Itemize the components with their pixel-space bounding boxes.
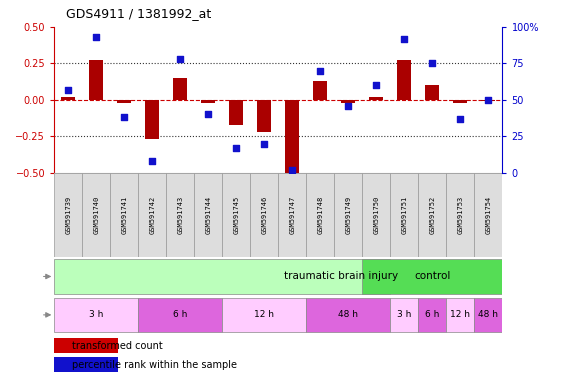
Bar <box>61 97 75 100</box>
Text: control: control <box>414 271 451 281</box>
Text: GSM591745: GSM591745 <box>234 196 239 234</box>
Bar <box>202 100 215 103</box>
Bar <box>174 78 187 100</box>
Point <box>484 97 493 103</box>
Point <box>232 145 241 151</box>
Text: GSM591739: GSM591739 <box>65 196 71 234</box>
Text: GDS4911 / 1381992_at: GDS4911 / 1381992_at <box>66 7 211 20</box>
Point <box>344 103 353 109</box>
Point <box>428 60 437 66</box>
Point <box>372 82 381 88</box>
Bar <box>194 173 222 257</box>
Text: GSM591743: GSM591743 <box>178 196 183 234</box>
Text: 6 h: 6 h <box>173 310 187 319</box>
Bar <box>258 100 271 132</box>
Bar <box>54 173 82 257</box>
Bar <box>419 298 447 332</box>
Bar <box>117 100 131 103</box>
Text: 3 h: 3 h <box>397 310 412 319</box>
Text: 12 h: 12 h <box>254 310 274 319</box>
Bar <box>335 173 363 257</box>
Bar <box>54 298 138 332</box>
Bar <box>82 173 110 257</box>
Bar <box>89 60 103 100</box>
Text: GSM591749: GSM591749 <box>345 196 351 234</box>
Text: 3 h: 3 h <box>89 310 103 319</box>
Text: GSM591740: GSM591740 <box>93 196 99 234</box>
Text: GSM591747: GSM591747 <box>289 196 295 234</box>
Bar <box>363 173 391 257</box>
Bar <box>279 173 307 257</box>
Text: transformed count: transformed count <box>72 341 163 351</box>
Bar <box>453 100 468 103</box>
Bar <box>250 173 279 257</box>
Point <box>400 35 409 41</box>
Bar <box>138 298 222 332</box>
Bar <box>369 97 383 100</box>
Bar <box>286 100 299 176</box>
Text: GSM591748: GSM591748 <box>317 196 323 234</box>
Bar <box>419 173 447 257</box>
Bar <box>307 173 335 257</box>
Point <box>288 167 297 173</box>
Bar <box>447 298 475 332</box>
Bar <box>54 357 118 372</box>
Bar <box>447 173 475 257</box>
Bar <box>145 100 159 139</box>
Bar <box>54 338 118 353</box>
Bar <box>313 81 327 100</box>
Text: GSM591744: GSM591744 <box>206 196 211 234</box>
Text: GSM591751: GSM591751 <box>401 196 408 234</box>
Point <box>260 141 269 147</box>
Bar <box>166 173 194 257</box>
Bar <box>481 100 496 101</box>
Bar <box>341 100 355 103</box>
Text: 12 h: 12 h <box>451 310 471 319</box>
Bar <box>391 173 419 257</box>
Bar <box>425 85 440 100</box>
Point <box>120 114 129 121</box>
Bar <box>397 60 412 100</box>
Bar <box>54 259 391 294</box>
Bar <box>307 298 391 332</box>
Bar <box>475 173 502 257</box>
Point <box>456 116 465 122</box>
Bar <box>230 100 243 125</box>
Bar <box>475 298 502 332</box>
Text: GSM591752: GSM591752 <box>429 196 436 234</box>
Text: GSM591754: GSM591754 <box>485 196 492 234</box>
Point <box>204 111 213 118</box>
Point <box>176 56 185 62</box>
Text: GSM591742: GSM591742 <box>149 196 155 234</box>
Bar <box>222 173 250 257</box>
Point <box>148 158 157 164</box>
Text: 6 h: 6 h <box>425 310 440 319</box>
Text: GSM591750: GSM591750 <box>373 196 379 234</box>
Text: 48 h: 48 h <box>478 310 498 319</box>
Point <box>316 68 325 74</box>
Bar <box>363 259 502 294</box>
Text: GSM591746: GSM591746 <box>262 196 267 234</box>
Text: traumatic brain injury: traumatic brain injury <box>284 271 399 281</box>
Text: percentile rank within the sample: percentile rank within the sample <box>72 360 237 370</box>
Bar <box>110 173 138 257</box>
Text: 48 h: 48 h <box>339 310 359 319</box>
Bar <box>222 298 307 332</box>
Bar <box>391 298 419 332</box>
Text: GSM591753: GSM591753 <box>457 196 464 234</box>
Point <box>64 86 73 93</box>
Text: GSM591741: GSM591741 <box>121 196 127 234</box>
Point <box>92 34 101 40</box>
Bar <box>138 173 166 257</box>
